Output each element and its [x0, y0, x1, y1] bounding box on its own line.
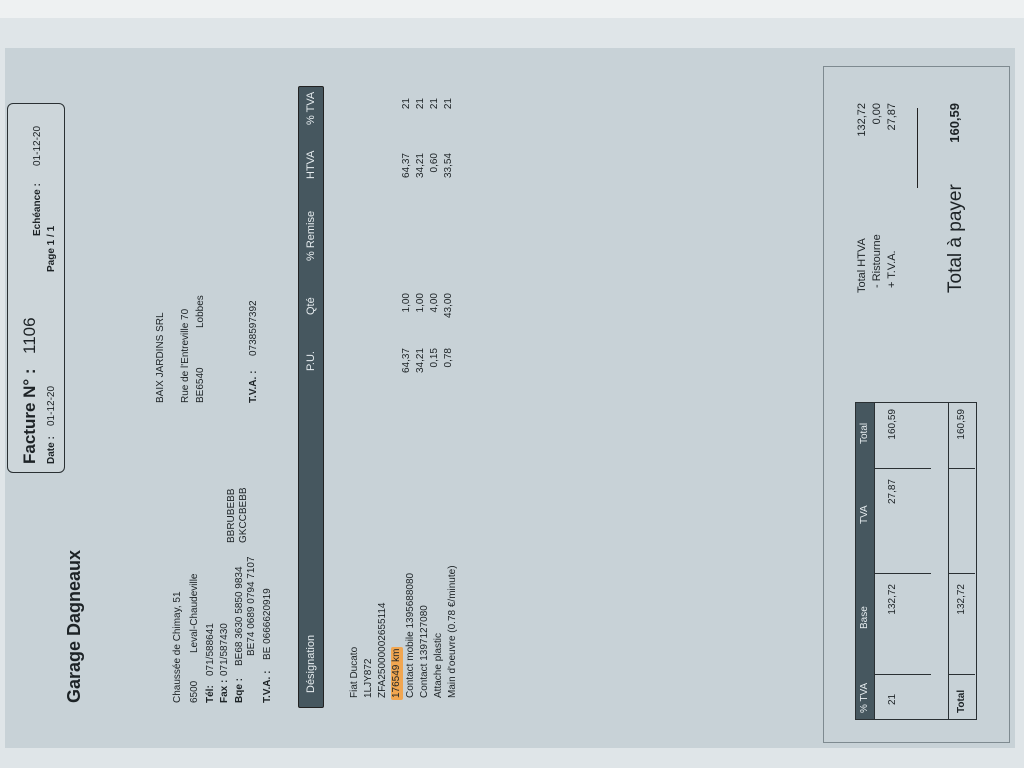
row-qte: 4,00: [429, 293, 440, 313]
row-htva: 64,37: [401, 153, 412, 179]
col-remise: % Remise: [305, 210, 317, 261]
col-designation: Désignation: [305, 634, 317, 693]
row-qte: 43,00: [443, 293, 454, 319]
col-qte: Qté: [305, 297, 317, 315]
vat-col-rate: % TVA: [859, 682, 870, 713]
vehicle-mileage: 176549 km: [391, 646, 403, 700]
total-pay: 160,59: [947, 103, 962, 143]
row-htva: 0,60: [429, 153, 440, 173]
company-vat: BE 0666620919: [262, 588, 273, 660]
total-htva-label: Total HTVA: [856, 238, 868, 293]
row-pu: 34,21: [415, 348, 426, 374]
row-tva: 21: [443, 98, 454, 110]
company-vat-label: T.V.A. :: [262, 670, 273, 703]
due-label: Echéance :: [32, 183, 43, 236]
page-number: Page 1 / 1: [46, 225, 57, 272]
client-name: BAIX JARDINS SRL: [155, 312, 166, 403]
tva-label: + T.V.A.: [886, 250, 898, 288]
paper-edge: [0, 0, 1024, 18]
fax-label: Fax :: [219, 679, 230, 703]
client-street: Rue de l'Entreville 70: [180, 308, 191, 403]
bank-account-2: BE74 0689 0794 7107: [246, 556, 257, 656]
client-city: Lobbes: [195, 295, 206, 328]
vat-total-total: 160,59: [956, 409, 967, 440]
vat-col-tva: TVA: [859, 505, 870, 524]
row-qte: 1,00: [401, 293, 412, 313]
row-htva: 33,54: [443, 153, 454, 179]
bic-2: GKCCBEBB: [238, 487, 249, 543]
ristourne-label: - Ristourne: [871, 234, 883, 288]
vat-total-label: Total: [956, 689, 967, 713]
col-htva: HTVA: [305, 150, 317, 179]
total-htva: 132,72: [856, 103, 868, 137]
row-designation: Main d'oeuvre (0.78 €/minute): [447, 565, 458, 698]
row-tva: 21: [401, 98, 412, 110]
company-name: Garage Dagneaux: [64, 549, 84, 703]
client-vat-label: T.V.A. :: [248, 370, 259, 403]
due-date: 01-12-20: [32, 125, 43, 166]
vat-total: 160,59: [887, 409, 898, 440]
row-designation: Attache plastic: [433, 632, 444, 698]
vat-total-base: 132,72: [956, 584, 967, 615]
invoice-number: 1106: [20, 317, 39, 354]
col-tva: % TVA: [305, 91, 317, 125]
row-qte: 1,00: [415, 293, 426, 313]
vehicle-model: Fiat Ducato: [349, 646, 360, 698]
bank-account-1: BE68 3630 5850 9834: [234, 566, 245, 666]
client-postcode: BE6540: [195, 367, 206, 403]
tva-total: 27,87: [886, 103, 898, 131]
bank-label: Bqe :: [234, 678, 245, 703]
row-pu: 0,15: [429, 348, 440, 368]
bic-1: BBRUBEBB: [226, 488, 237, 543]
client-vat: 0738597392: [248, 300, 259, 356]
row-pu: 64,37: [401, 348, 412, 374]
vat-summary-total-row: Total 132,72 160,59: [948, 403, 975, 719]
totals-divider: [917, 108, 918, 188]
vat-base: 132,72: [887, 584, 898, 615]
table-header: Désignation P.U. Qté % Remise HTVA % TVA: [298, 86, 324, 708]
vehicle-vin: ZFA25000002655114: [377, 602, 388, 698]
vat-summary-row: 21 132,72 27,87 160,59: [874, 403, 931, 719]
vat-amount: 27,87: [887, 479, 898, 505]
company-postcode: 6500: [189, 680, 200, 703]
vat-rate: 21: [887, 693, 898, 705]
vat-summary-table: % TVA Base TVA Total 21 132,72 27,87 160…: [855, 402, 977, 720]
invoice-title: Facture N° :: [20, 368, 39, 464]
row-tva: 21: [429, 98, 440, 110]
row-tva: 21: [415, 98, 426, 110]
company-fax: 071/587430: [219, 623, 230, 676]
vat-col-base: Base: [859, 606, 870, 629]
row-pu: 0,78: [443, 348, 454, 368]
row-htva: 34,21: [415, 153, 426, 179]
vat-col-total: Total: [859, 422, 870, 444]
vehicle-plate: 1LJY872: [363, 658, 374, 698]
vat-summary-header: % TVA Base TVA Total: [856, 403, 874, 719]
row-designation: Contact 1397127080: [419, 605, 430, 698]
row-designation: Contact mobile 1395688080: [405, 572, 416, 698]
date-label: Date :: [46, 436, 57, 464]
col-pu: P.U.: [305, 351, 317, 371]
tel-label: Tél:: [205, 685, 216, 703]
total-pay-label: Total à payer: [945, 184, 966, 293]
company-tel: 071/588641: [205, 623, 216, 676]
invoice-document: Garage Dagneaux Facture N° : 1106 Date :…: [5, 48, 1015, 748]
ristourne: 0,00: [871, 103, 883, 125]
company-address: Chaussée de Chimay, 51: [172, 591, 183, 703]
invoice-header-box: Facture N° : 1106 Date : 01-12-20 Page 1…: [7, 103, 65, 473]
company-city: Leval-Chaudeville: [189, 573, 200, 654]
invoice-date: 01-12-20: [46, 385, 57, 426]
